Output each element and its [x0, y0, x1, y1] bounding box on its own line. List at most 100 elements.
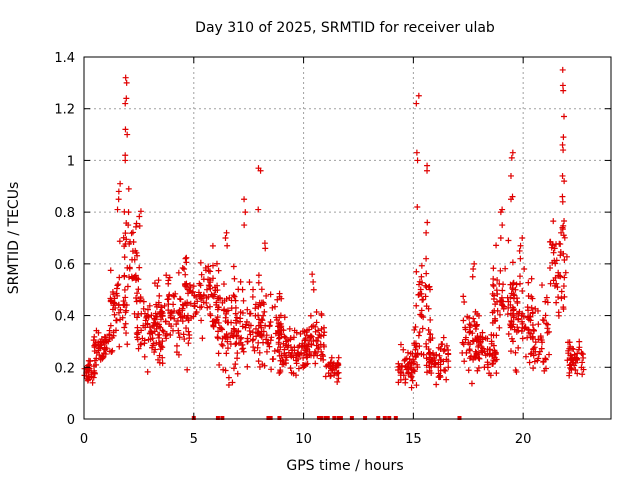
data-point: [519, 235, 526, 241]
data-point: [470, 315, 477, 322]
data-point: [252, 301, 259, 308]
data-point: [160, 328, 167, 335]
data-point: [256, 349, 263, 356]
data-point: [515, 327, 522, 334]
data-point: [312, 360, 319, 367]
data-point: [287, 365, 294, 372]
data-point: [441, 346, 448, 353]
data-point: [140, 298, 147, 305]
data-point: [173, 342, 180, 349]
data-point: [276, 290, 283, 297]
data-point: [187, 284, 194, 291]
data-point: [565, 347, 572, 354]
data-point: [485, 361, 492, 368]
data-point: [244, 306, 251, 313]
data-point: [122, 230, 129, 237]
data-point: [280, 327, 287, 334]
data-point: [166, 321, 173, 328]
data-point: [494, 277, 501, 284]
data-point: [486, 370, 493, 377]
data-point: [445, 364, 452, 371]
data-point: [110, 332, 117, 339]
data-point: [407, 364, 414, 371]
data-point: [559, 66, 566, 73]
data-point: [134, 324, 141, 331]
data-point: [423, 270, 430, 277]
data-point: [479, 329, 486, 336]
zero-marker: [393, 416, 398, 420]
data-point: [282, 357, 289, 364]
data-point: [200, 299, 207, 306]
data-point: [441, 367, 448, 374]
data-point: [260, 312, 267, 319]
data-point: [558, 295, 565, 302]
data-point: [132, 272, 139, 279]
data-point: [553, 257, 560, 264]
data-point: [424, 219, 431, 226]
data-point: [413, 268, 420, 275]
data-point: [561, 256, 568, 263]
data-point: [237, 278, 244, 285]
data-point: [306, 351, 313, 358]
data-point: [574, 370, 581, 377]
data-point: [562, 269, 569, 276]
data-point: [106, 331, 113, 338]
data-point: [247, 331, 254, 338]
data-point: [275, 330, 282, 337]
data-point: [121, 254, 128, 261]
data-point: [144, 306, 151, 313]
data-point: [555, 294, 562, 301]
data-point: [254, 344, 261, 351]
data-point: [497, 235, 504, 241]
data-point: [249, 293, 256, 300]
data-point: [234, 355, 241, 362]
data-point: [505, 298, 512, 305]
data-point: [557, 273, 564, 280]
data-point: [208, 291, 215, 298]
data-point: [502, 265, 509, 272]
data-point: [310, 278, 317, 285]
data-point: [472, 308, 479, 315]
data-point: [559, 82, 566, 89]
data-point: [123, 307, 130, 314]
data-point: [124, 131, 131, 138]
data-point: [234, 350, 241, 357]
data-point: [166, 274, 173, 281]
data-point: [409, 377, 416, 384]
data-point: [177, 314, 184, 321]
data-point: [268, 366, 275, 373]
zero-marker: [336, 416, 341, 420]
data-point: [209, 262, 216, 269]
data-point: [559, 198, 566, 205]
data-point: [398, 363, 405, 370]
data-point: [129, 229, 136, 236]
data-point: [108, 298, 115, 305]
data-point: [420, 296, 427, 303]
data-point: [443, 342, 450, 349]
data-point: [205, 276, 212, 283]
data-point: [156, 292, 163, 299]
data-point: [141, 337, 148, 344]
data-point: [231, 293, 238, 300]
data-point: [136, 213, 143, 220]
data-point: [418, 351, 425, 358]
zero-marker: [316, 416, 321, 420]
data-point: [528, 350, 535, 357]
data-point: [408, 384, 415, 391]
data-point: [530, 327, 537, 334]
data-point: [507, 294, 514, 301]
data-point: [224, 242, 231, 249]
data-point: [561, 218, 568, 225]
data-point: [484, 335, 491, 342]
data-point: [155, 356, 162, 363]
zero-marker: [382, 416, 387, 420]
data-point: [544, 299, 551, 306]
data-point: [179, 264, 186, 271]
data-point: [488, 338, 495, 345]
data-point: [313, 319, 320, 326]
data-point: [225, 374, 232, 381]
y-tick-label: 1.2: [54, 103, 75, 118]
data-point: [275, 339, 282, 346]
data-point: [496, 280, 503, 287]
data-point: [507, 322, 514, 329]
